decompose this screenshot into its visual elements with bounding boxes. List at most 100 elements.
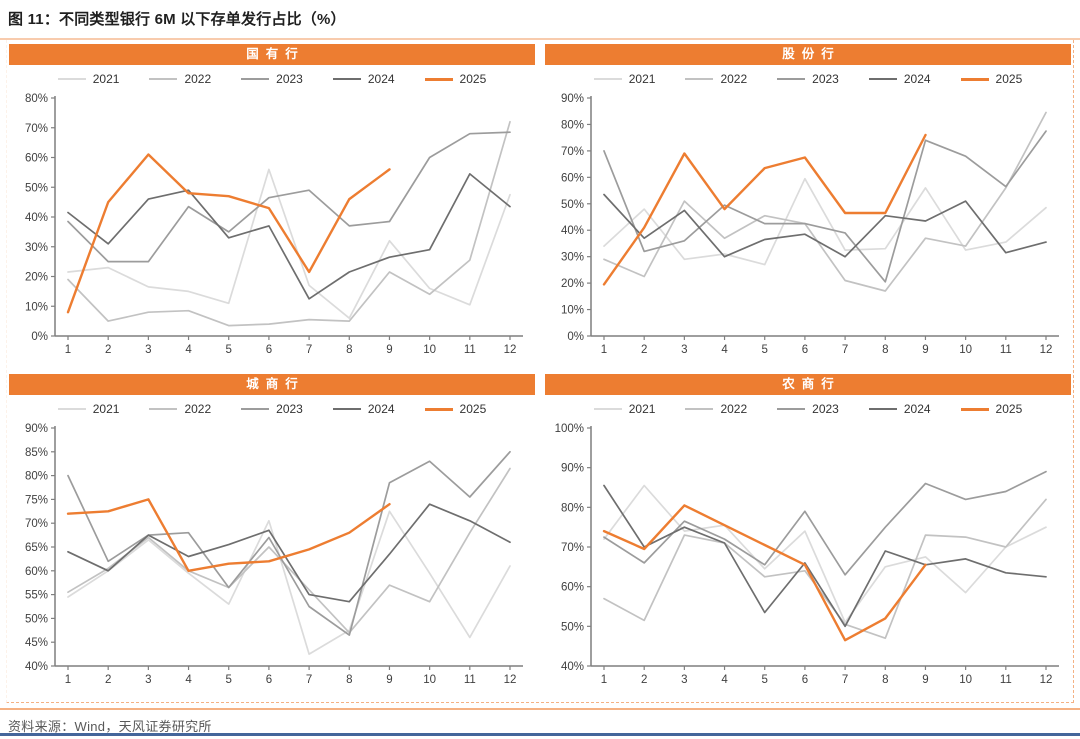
y-tick-label: 0%: [567, 331, 584, 343]
legend-line-swatch-2025: [424, 77, 453, 81]
series-line-rural-commercial-banks-2025: [602, 504, 927, 642]
chart-canvas-rural-commercial-banks: 40%50%60%70%80%90%100%1 2 3 4 5 6 7 8 9 10 11 12: [555, 423, 1059, 686]
legend-item-2025: 2025: [424, 72, 486, 86]
y-tick-label: 30%: [561, 252, 584, 264]
page-bottom-border: [0, 733, 1080, 736]
x-tick-label: 9: [922, 344, 928, 356]
x-tick-label: 3: [145, 674, 151, 686]
panel-city-commercial-banks: 城商行 2021 2022 2023 2024 2025 40% 45% 50% 55% 60% 65…: [9, 374, 535, 692]
y-tick-label: 60%: [561, 582, 584, 594]
x-tick-label: 7: [842, 344, 848, 356]
x-tick-label: 12: [504, 344, 517, 356]
x-tick-label: 12: [1040, 674, 1053, 686]
x-tick-label: 9: [922, 674, 928, 686]
y-tick-label: 40%: [25, 661, 48, 673]
legend-label-2025: 2025: [995, 72, 1023, 86]
legend-line-swatch-2024: [868, 408, 897, 410]
figure-container: 国有行 2021 2022 2023 2024 2025 0% 10% 20% 30% 40% 50%…: [6, 40, 1074, 703]
legend-line-swatch-2023: [777, 408, 806, 410]
y-tick-label: 60%: [25, 566, 48, 578]
legend-item-2024: 2024: [332, 72, 395, 86]
y-tick-label: 70%: [561, 146, 584, 158]
legend-line-swatch-2025: [960, 407, 989, 411]
x-tick-label: 2: [641, 674, 647, 686]
series-line-rural-commercial-banks-2023: [603, 470, 1047, 576]
legend-label-2022: 2022: [184, 402, 212, 416]
panel-header-rural-commercial-banks: 农商行: [545, 374, 1071, 395]
x-tick-label: 8: [882, 674, 888, 686]
x-tick-label: 10: [423, 344, 436, 356]
legend-label-2023: 2023: [812, 402, 839, 416]
legend-line-swatch-2021: [593, 78, 622, 80]
legend-label-2023: 2023: [276, 402, 303, 416]
legend-line-swatch-2024: [332, 78, 361, 80]
y-tick-label: 60%: [561, 172, 584, 184]
legend-item-2022: 2022: [685, 402, 747, 416]
legend-item-2022: 2022: [685, 72, 747, 86]
x-tick-label: 9: [386, 674, 392, 686]
x-tick-label: 5: [762, 344, 768, 356]
x-tick-label: 11: [1000, 674, 1012, 686]
legend-item-2025: 2025: [960, 402, 1023, 416]
legend-label-2025: 2025: [995, 402, 1023, 416]
legend-line-swatch-2023: [241, 408, 270, 410]
figure-title: 图 11：不同类型银行 6M 以下存单发行占比（%）: [8, 11, 346, 28]
chart-canvas-city-commercial-banks: 40%45%50%55%60%65%70%75%80%85%90%1 2 3 4 5 6 7…: [25, 423, 523, 686]
panels-grid: 国有行 2021 2022 2023 2024 2025 0% 10% 20% 30% 40% 50%…: [9, 44, 1071, 692]
legend-line-swatch-2025: [424, 407, 453, 411]
chart-canvas-joint-stock-banks: 0%10%20%30%40%50%60%70%80%90%1 2 3 4 5 6 7 8 9 10…: [561, 93, 1059, 356]
series-line-joint-stock-banks-2021: [603, 177, 1047, 266]
x-tick-label: 9: [386, 344, 392, 356]
y-tick-label: 40%: [25, 212, 48, 224]
x-tick-label: 1: [601, 344, 607, 356]
legend-item-2021: 2021: [593, 402, 656, 416]
legend-joint-stock-banks: 2021 2022 2023 2024 2025: [545, 68, 1071, 90]
y-tick-label: 90%: [25, 423, 48, 435]
legend-line-swatch-2023: [241, 78, 270, 80]
y-tick-label: 50%: [25, 182, 48, 194]
legend-item-2025: 2025: [424, 402, 486, 416]
series-line-joint-stock-banks-2024: [603, 193, 1047, 258]
x-tick-label: 2: [105, 674, 111, 686]
y-tick-label: 50%: [25, 613, 48, 625]
series-line-rural-commercial-banks-2022: [603, 498, 1047, 640]
series-line-rural-commercial-banks-2021: [603, 484, 1047, 624]
legend-label-2023: 2023: [276, 72, 303, 86]
y-tick-label: 90%: [561, 463, 584, 475]
x-tick-label: 4: [185, 674, 192, 686]
legend-item-2024: 2024: [332, 402, 395, 416]
legend-line-swatch-2024: [868, 78, 897, 80]
x-tick-label: 12: [504, 674, 517, 686]
series-line-joint-stock-banks-2025: [602, 133, 927, 286]
panel-header-city-commercial-banks: 城商行: [9, 374, 535, 395]
x-tick-label: 5: [226, 674, 232, 686]
y-tick-label: 80%: [561, 119, 584, 131]
x-tick-label: 3: [145, 344, 151, 356]
legend-city-commercial-banks: 2021 2022 2023 2024 2025: [9, 398, 535, 420]
y-tick-label: 50%: [561, 199, 584, 211]
x-tick-label: 7: [306, 674, 312, 686]
legend-line-swatch-2023: [777, 78, 806, 80]
y-tick-label: 80%: [25, 471, 48, 483]
series-line-city-commercial-banks-2024: [67, 503, 511, 603]
legend-label-2022: 2022: [720, 402, 748, 416]
y-tick-label: 80%: [561, 502, 584, 514]
legend-line-swatch-2022: [685, 78, 714, 80]
x-tick-label: 5: [762, 674, 768, 686]
x-tick-label: 4: [721, 344, 728, 356]
legend-label-2021: 2021: [628, 402, 656, 416]
panel-rural-commercial-banks: 农商行 2021 2022 2023 2024 2025 40% 50% 60% 70% 80% 90…: [545, 374, 1071, 692]
x-tick-label: 6: [802, 344, 808, 356]
x-tick-label: 4: [185, 344, 192, 356]
x-tick-label: 11: [464, 344, 476, 356]
x-tick-label: 10: [959, 674, 972, 686]
y-tick-label: 70%: [25, 123, 48, 135]
legend-item-2023: 2023: [241, 402, 303, 416]
y-tick-label: 10%: [25, 301, 48, 313]
y-tick-label: 45%: [25, 637, 48, 649]
legend-line-swatch-2022: [149, 78, 178, 80]
legend-line-swatch-2021: [57, 408, 86, 410]
legend-item-2025: 2025: [960, 72, 1023, 86]
y-tick-label: 10%: [561, 305, 584, 317]
legend-item-2023: 2023: [777, 402, 839, 416]
